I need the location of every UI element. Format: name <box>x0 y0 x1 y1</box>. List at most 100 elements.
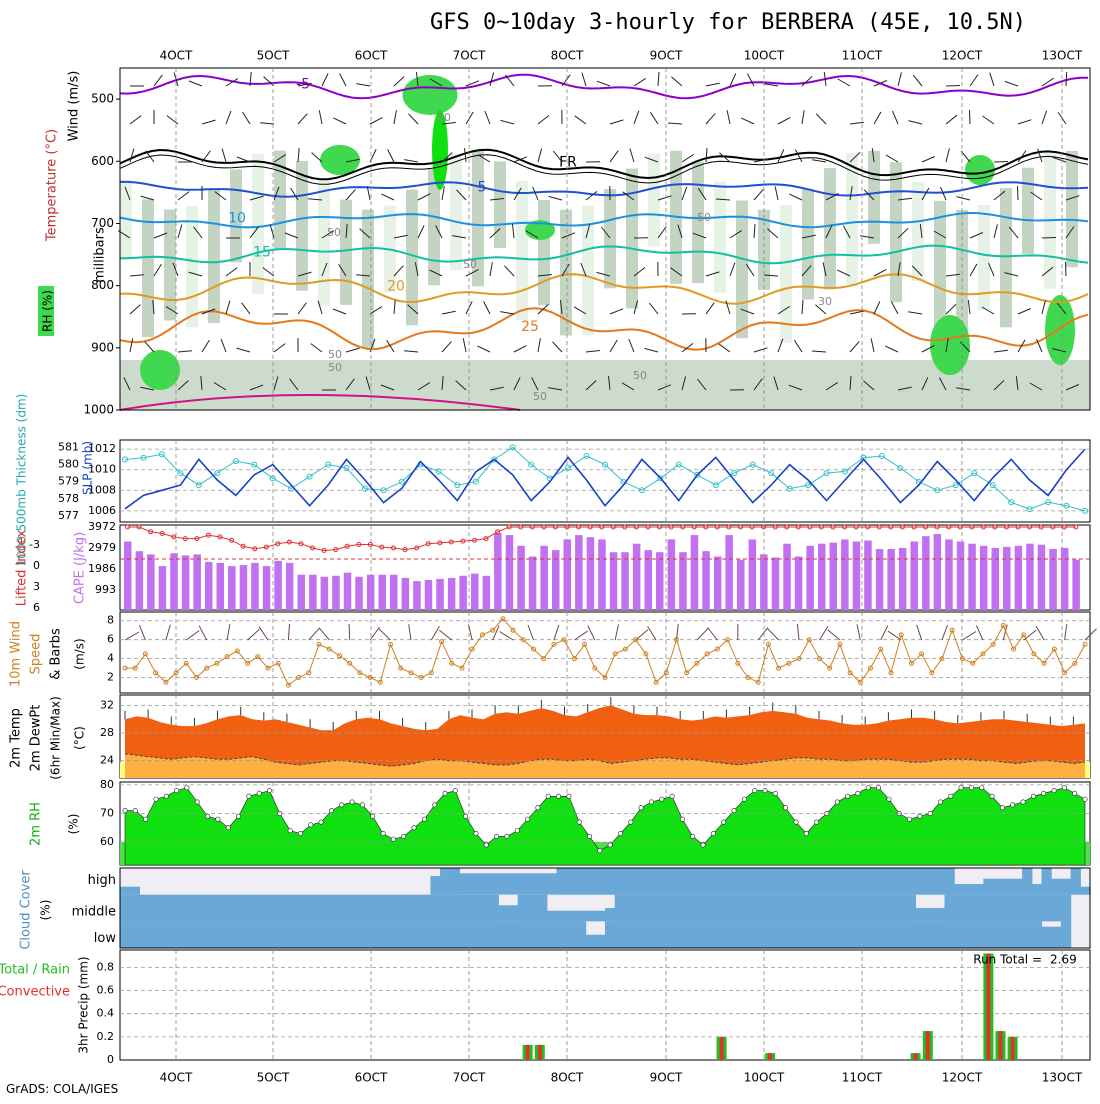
cloud-cell <box>983 895 993 922</box>
cape-bar <box>170 553 178 610</box>
cloud-cell <box>120 887 130 895</box>
cloud-cell <box>498 873 508 894</box>
cloud-cell <box>935 908 945 921</box>
cape-bar <box>575 535 583 610</box>
cloud-cell <box>741 921 751 948</box>
cloud-cell <box>198 921 208 948</box>
cloud-cell <box>731 868 741 895</box>
cloud-cell <box>421 895 431 922</box>
cloud-cell <box>654 868 664 895</box>
rh-point <box>1062 786 1066 790</box>
rh-point <box>247 794 251 798</box>
rh-column <box>890 162 902 302</box>
rh-point <box>949 794 953 798</box>
cloud-cell <box>304 921 314 948</box>
cloud-cell <box>634 868 644 895</box>
cape-bar <box>159 566 167 610</box>
cloud-cell <box>324 895 334 922</box>
upper-wind-barb <box>1066 262 1067 276</box>
cloud-cell <box>683 895 693 922</box>
rh-point <box>494 834 498 838</box>
rh-point <box>1031 794 1035 798</box>
rh-column <box>208 190 220 323</box>
cloud-cell <box>363 921 373 948</box>
cloud-cell <box>149 895 159 922</box>
cloud-cell <box>663 895 673 922</box>
rh-point <box>391 837 395 841</box>
cloud-cell <box>741 895 751 922</box>
surface-wind-barb <box>636 630 648 640</box>
cloud-cell <box>498 905 508 921</box>
cloud-cell <box>1012 895 1022 922</box>
pressure-tick-label: 600 <box>91 154 114 168</box>
rh-column <box>802 189 814 300</box>
rh-point <box>856 791 860 795</box>
run-total-label: Run Total = <box>973 953 1042 967</box>
cloud-axis-unit: (%) <box>39 900 53 921</box>
cloud-cell <box>557 911 567 922</box>
cloud-cell <box>266 895 276 922</box>
cloud-row-label: middle <box>72 905 116 920</box>
cloud-cell <box>392 921 402 948</box>
cape-bar <box>205 562 213 610</box>
cloud-cell <box>557 868 567 895</box>
rh-point <box>216 817 220 821</box>
cloud-cell <box>595 911 605 922</box>
cape-axis-title: CAPE (J/kg) <box>73 532 88 604</box>
rh-point <box>433 803 437 807</box>
precip-tick-label: 0.4 <box>97 1007 115 1020</box>
cloud-cell <box>634 921 644 948</box>
rh-point <box>587 834 591 838</box>
wind-axis-title: Wind (m/s) <box>67 71 82 142</box>
cloud-cell <box>285 895 295 922</box>
cloud-cell <box>780 921 790 948</box>
precip-convective-bar <box>768 1053 772 1060</box>
rh-point <box>845 794 849 798</box>
slp-axis-title: SLP (mb) <box>81 441 95 495</box>
rh-point <box>298 831 302 835</box>
cloud-cell <box>673 868 683 895</box>
cloud-cell <box>877 895 887 922</box>
precip-tick-label: 0.2 <box>97 1030 115 1043</box>
surface-wind-barb <box>857 624 860 640</box>
surface-wind-barb <box>379 629 391 640</box>
rh-point <box>680 817 684 821</box>
cloud-cell <box>809 921 819 948</box>
wind-tick-label: 8 <box>107 614 114 627</box>
rh-column <box>604 189 616 288</box>
rh-point <box>164 794 168 798</box>
cloud-cell <box>663 868 673 895</box>
cloud-cell <box>654 921 664 948</box>
temperature-axis-title: Temperature (°C) <box>45 129 60 242</box>
cape-bar <box>887 549 895 610</box>
cloud-cell <box>906 868 916 895</box>
cloud-cell <box>780 868 790 895</box>
cape-bar <box>737 560 745 610</box>
cape-bar <box>1049 549 1057 610</box>
rh-point <box>525 817 529 821</box>
cape-bar <box>182 555 190 610</box>
cloud-cell <box>576 868 586 895</box>
cloud-cell <box>440 868 450 895</box>
surface-wind-barb <box>574 631 587 640</box>
cloud-cell <box>401 895 411 922</box>
cloud-cell <box>130 921 140 948</box>
wind-tick-label: 2 <box>107 671 114 684</box>
surface-wind-barb <box>468 625 472 641</box>
cloud-cell <box>935 868 945 895</box>
precip-panel-frame <box>120 950 1090 1060</box>
cloud-cell <box>751 921 761 948</box>
cloud-cell <box>1051 879 1061 895</box>
cloud-cell <box>460 895 470 922</box>
rh-point <box>959 786 963 790</box>
surface-wind-barb <box>697 629 708 641</box>
cloud-cell <box>1032 884 1042 895</box>
pressure-tick-label: 900 <box>91 340 114 354</box>
cape-bar <box>332 576 340 610</box>
precip-convective-bar <box>914 1053 918 1060</box>
rh-column <box>296 161 308 291</box>
rh-point <box>1011 803 1015 807</box>
cloud-cell <box>954 895 964 922</box>
cape-bar <box>830 543 838 610</box>
rh-point <box>143 817 147 821</box>
